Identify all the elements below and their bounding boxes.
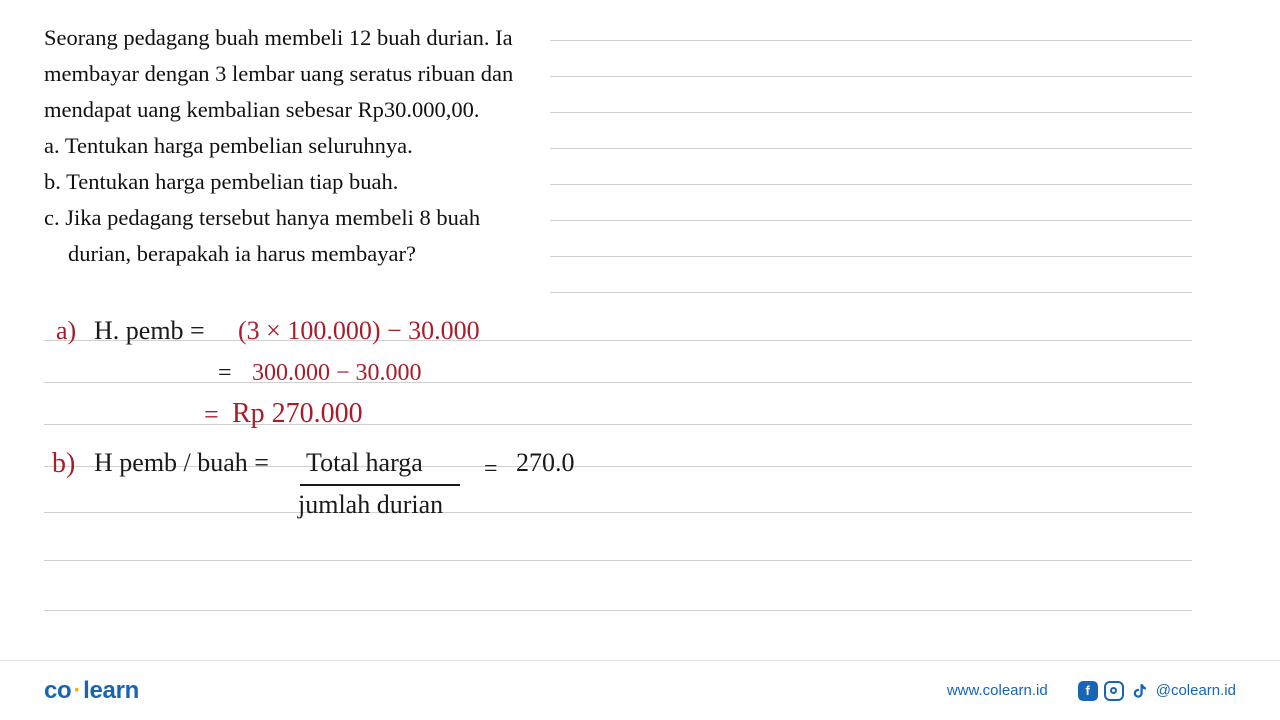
hand-a-rhs1: (3 × 100.000) − 30.000: [238, 316, 480, 346]
brand-logo: co·learn: [44, 677, 139, 705]
logo-learn: learn: [83, 677, 139, 704]
hand-a-rhs2: 300.000 − 30.000: [252, 360, 422, 387]
question-intro-2: membayar dengan 3 lembar uang seratus ri…: [44, 56, 554, 92]
instagram-icon: [1104, 681, 1124, 701]
hand-a-label: a): [56, 316, 76, 346]
question-item-b: b. Tentukan harga pembelian tiap buah.: [44, 164, 554, 200]
hand-b-rhs: 270.0: [516, 448, 575, 478]
footer: co·learn www.colearn.id f @colearn.id: [0, 660, 1280, 720]
question-item-c-2: durian, berapakah ia harus membayar?: [44, 236, 554, 272]
question-intro-3: mendapat uang kembalian sebesar Rp30.000…: [44, 92, 554, 128]
question-item-c-1: c. Jika pedagang tersebut hanya membeli …: [44, 200, 554, 236]
tiktok-icon: [1130, 681, 1150, 701]
social-handle: @colearn.id: [1156, 682, 1236, 699]
hand-b-eq: =: [484, 456, 498, 483]
logo-dot: ·: [71, 677, 83, 704]
question-intro-1: Seorang pedagang buah membeli 12 buah du…: [44, 20, 554, 56]
hand-b-den: jumlah durian: [298, 490, 443, 520]
question-block: Seorang pedagang buah membeli 12 buah du…: [44, 20, 554, 272]
hand-a-lhs: H. pemb =: [94, 316, 205, 346]
hand-a-rhs3: Rp 270.000: [232, 398, 363, 430]
hand-a-eq2: =: [218, 360, 232, 387]
footer-url: www.colearn.id: [947, 682, 1048, 699]
fraction-bar: [300, 484, 460, 486]
hand-b-label: b): [52, 448, 75, 480]
hand-a-eq3: =: [204, 400, 219, 430]
hand-b-lhs: H pemb / buah =: [94, 448, 269, 478]
social-links: f @colearn.id: [1078, 681, 1236, 701]
facebook-icon: f: [1078, 681, 1098, 701]
question-item-a: a. Tentukan harga pembelian seluruhnya.: [44, 128, 554, 164]
logo-co: co: [44, 677, 71, 704]
hand-b-num: Total harga: [306, 448, 423, 478]
